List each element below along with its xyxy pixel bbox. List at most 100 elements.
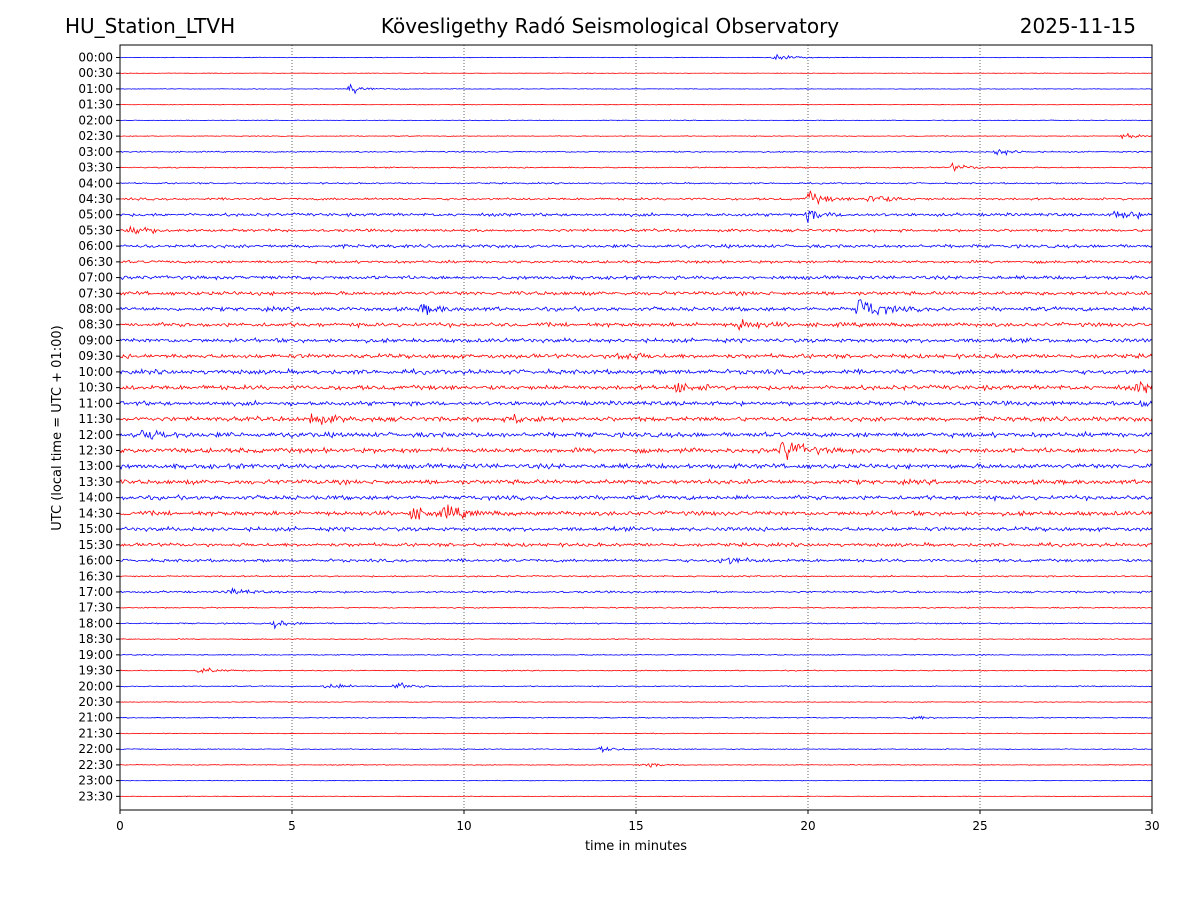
- y-tick-label-1630: 16:30: [78, 569, 113, 583]
- trace-0300: [119, 149, 1153, 157]
- x-tick-label-10: 10: [456, 819, 471, 833]
- y-tick-label-0200: 02:00: [78, 113, 113, 127]
- trace-1230: [119, 441, 1153, 461]
- trace-0830: [119, 319, 1153, 332]
- x-tick-label-5: 5: [288, 819, 296, 833]
- y-tick-label-0330: 03:30: [78, 161, 113, 175]
- trace-0900: [119, 336, 1153, 344]
- trace-0130: [119, 103, 1152, 106]
- y-axis-label: UTC (local time = UTC + 01:00): [50, 325, 65, 530]
- y-tick-label-1230: 12:30: [78, 444, 113, 458]
- trace-1330: [119, 477, 1153, 487]
- y-tick-label-1130: 11:30: [78, 412, 113, 426]
- trace-0230: [119, 132, 1153, 140]
- trace-1430: [119, 504, 1153, 520]
- y-tick-label-0430: 04:30: [78, 192, 113, 206]
- y-tick-label-0300: 03:00: [78, 145, 113, 159]
- trace-1030: [119, 380, 1153, 394]
- trace-1730: [119, 606, 1153, 610]
- trace-0400: [119, 181, 1153, 185]
- y-tick-label-1300: 13:00: [78, 459, 113, 473]
- y-tick-label-2130: 21:30: [78, 726, 113, 740]
- trace-2100: [119, 715, 1153, 721]
- x-axis-label: time in minutes: [585, 839, 687, 854]
- y-tick-label-0600: 06:00: [78, 239, 113, 253]
- trace-0700: [119, 274, 1153, 281]
- y-tick-label-1730: 17:30: [78, 601, 113, 615]
- y-tick-label-1830: 18:30: [78, 632, 113, 646]
- y-tick-label-1000: 10:00: [78, 365, 113, 379]
- y-tick-label-1100: 11:00: [78, 396, 113, 410]
- trace-0330: [119, 161, 1153, 173]
- y-tick-label-0100: 01:00: [78, 82, 113, 96]
- trace-1300: [119, 462, 1153, 471]
- trace-1930: [119, 667, 1153, 674]
- trace-1500: [119, 525, 1153, 533]
- trace-0500: [119, 210, 1153, 223]
- trace-0030: [119, 72, 1153, 74]
- trace-1000: [119, 367, 1153, 376]
- y-tick-label-0130: 01:30: [78, 98, 113, 112]
- trace-2130: [119, 732, 1153, 735]
- trace-2030: [119, 701, 1153, 703]
- y-tick-label-0030: 00:30: [78, 66, 113, 80]
- x-tick-label-25: 25: [972, 819, 987, 833]
- y-tick-label-0700: 07:00: [78, 271, 113, 285]
- trace-2330: [119, 795, 1153, 798]
- trace-1900: [119, 653, 1153, 656]
- trace-1700: [119, 586, 1153, 595]
- trace-0200: [119, 119, 1153, 122]
- y-tick-label-2000: 20:00: [78, 679, 113, 693]
- x-tick-label-20: 20: [800, 819, 815, 833]
- y-tick-label-1700: 17:00: [78, 585, 113, 599]
- y-tick-label-1200: 12:00: [78, 428, 113, 442]
- y-tick-label-1530: 15:30: [78, 538, 113, 552]
- x-tick-label-30: 30: [1144, 819, 1159, 833]
- trace-0930: [119, 352, 1153, 361]
- y-tick-label-1600: 16:00: [78, 554, 113, 568]
- trace-2300: [119, 779, 1153, 782]
- trace-0630: [119, 259, 1153, 265]
- y-tick-label-0500: 05:00: [78, 208, 113, 222]
- trace-0600: [119, 243, 1153, 250]
- y-tick-label-0000: 00:00: [78, 51, 113, 65]
- trace-1200: [119, 429, 1153, 440]
- y-tick-label-0800: 08:00: [78, 302, 113, 316]
- x-tick-label-15: 15: [628, 819, 643, 833]
- y-tick-label-1930: 19:30: [78, 664, 113, 678]
- y-tick-label-1330: 13:30: [78, 475, 113, 489]
- x-axis-ticks: 0 5 10 15 20 25 30: [116, 810, 1160, 833]
- trace-2230: [119, 763, 1153, 768]
- y-tick-label-0400: 04:00: [78, 176, 113, 190]
- y-tick-label-0230: 02:30: [78, 129, 113, 143]
- trace-0530: [119, 225, 1153, 235]
- chart-date: 2025-11-15: [1019, 14, 1136, 38]
- y-tick-label-0630: 06:30: [78, 255, 113, 269]
- trace-0800: [119, 299, 1153, 316]
- y-tick-label-2100: 21:00: [78, 711, 113, 725]
- grid-lines: [291, 45, 981, 810]
- trace-1100: [119, 399, 1153, 407]
- seismic-traces: [119, 53, 1153, 798]
- trace-1600: [119, 557, 1153, 565]
- chart-title: Kövesligethy Radó Seismological Observat…: [380, 14, 840, 38]
- y-tick-label-2200: 22:00: [78, 742, 113, 756]
- y-tick-label-2300: 23:00: [78, 774, 113, 788]
- trace-0430: [119, 190, 1153, 206]
- y-tick-label-1400: 14:00: [78, 491, 113, 505]
- y-tick-label-1030: 10:30: [78, 381, 113, 395]
- trace-0730: [119, 290, 1153, 297]
- y-tick-label-1800: 18:00: [78, 616, 113, 630]
- y-tick-label-2030: 20:30: [78, 695, 113, 709]
- trace-0100: [119, 83, 1153, 95]
- trace-1400: [119, 494, 1153, 502]
- trace-0000: [119, 53, 1153, 61]
- y-tick-label-2330: 23:30: [78, 789, 113, 803]
- trace-1630: [119, 574, 1153, 578]
- y-tick-label-1500: 15:00: [78, 522, 113, 536]
- trace-2000: [119, 682, 1153, 689]
- y-tick-label-0730: 07:30: [78, 286, 113, 300]
- trace-2200: [119, 745, 1153, 754]
